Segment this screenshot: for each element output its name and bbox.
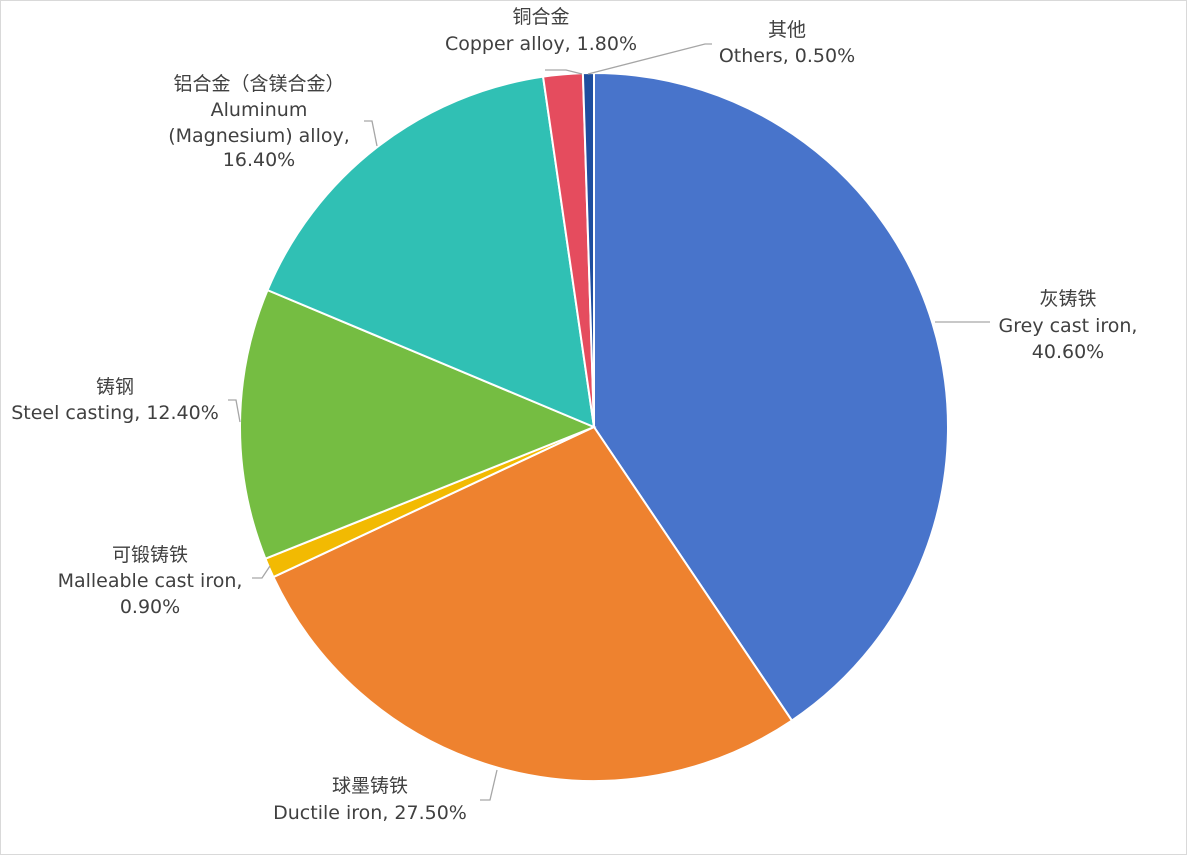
leader-line-others xyxy=(587,43,712,75)
data-label-grey-cast-iron-line-1: 灰铸铁 xyxy=(1039,288,1096,310)
data-label-malleable-cast-iron-line-3: 0.90% xyxy=(120,596,180,618)
data-label-grey-cast-iron-line-3: 40.60% xyxy=(1032,341,1104,363)
data-label-grey-cast-iron-line-2: Grey cast iron, xyxy=(999,315,1138,337)
data-label-aluminum-magnesium-alloy-line-2: Aluminum xyxy=(211,99,308,121)
leader-line-aluminum-magnesium-alloy xyxy=(364,120,378,147)
pie-slice-grey-cast-iron xyxy=(593,71,949,722)
data-label-malleable-cast-iron-line-1: 可锻铸铁 xyxy=(112,544,188,566)
data-label-others-line-2: Others, 0.50% xyxy=(719,45,855,67)
data-label-copper-alloy-line-1: 铜合金 xyxy=(512,6,569,28)
data-label-ductile-iron-line-2: Ductile iron, 27.50% xyxy=(273,802,467,824)
data-label-malleable-cast-iron-line-2: Malleable cast iron, xyxy=(58,570,243,592)
leader-line-copper-alloy xyxy=(545,69,583,75)
pie-slice-steel-casting xyxy=(239,288,597,561)
data-label-ductile-iron-line-1: 球墨铸铁 xyxy=(332,775,408,797)
pie-slice-aluminum-magnesium-alloy xyxy=(266,75,596,429)
data-label-steel-casting-line-2: Steel casting, 12.40% xyxy=(11,402,219,424)
leader-lines xyxy=(228,43,990,801)
data-label-aluminum-magnesium-alloy-line-4: 16.40% xyxy=(223,149,295,171)
data-label-steel-casting-line-1: 铸钢 xyxy=(96,376,134,398)
data-label-others-line-1: 其他 xyxy=(768,19,806,41)
pie-slices xyxy=(239,71,949,782)
data-label-aluminum-magnesium-alloy-line-3: (Magnesium) alloy, xyxy=(168,125,350,147)
leader-line-ductile-iron xyxy=(480,769,498,801)
data-label-aluminum-magnesium-alloy-line-1: 铝合金（含镁合金） xyxy=(173,73,344,95)
leader-line-malleable-cast-iron xyxy=(252,565,271,579)
data-label-copper-alloy-line-2: Copper alloy, 1.80% xyxy=(445,33,637,55)
pie-slice-ductile-iron xyxy=(272,425,794,782)
leader-line-steel-casting xyxy=(228,399,241,423)
data-labels: 灰铸铁 Grey cast iron, 40.60% 球墨铸铁 Ductile iron… xyxy=(11,6,1137,824)
